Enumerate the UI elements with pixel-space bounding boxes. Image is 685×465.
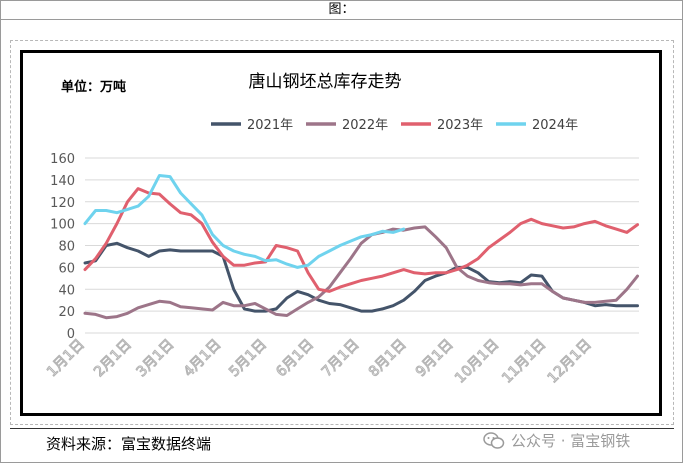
watermark: 公众号 · 富宝钢铁 — [483, 430, 630, 451]
y-tick-label: 80 — [58, 240, 75, 255]
y-tick-label: 60 — [58, 261, 75, 276]
footer-divider — [10, 428, 674, 429]
y-tick-label: 120 — [50, 196, 75, 211]
series-lines — [83, 174, 639, 320]
series-line-2 — [83, 225, 639, 320]
legend-label: 2023年 — [437, 118, 483, 133]
legend-label: 2024年 — [532, 118, 578, 133]
figure-label: 图： — [0, 0, 683, 20]
x-tick-label: 5月1日 — [226, 337, 270, 381]
y-tick-label: 100 — [50, 218, 75, 233]
series-line-3 — [83, 187, 639, 293]
x-tick-label: 3月1日 — [134, 337, 178, 381]
chart-legend: 2021年 2022年 2023年 2024年 — [211, 118, 578, 133]
x-tick-label: 1月1日 — [44, 337, 88, 381]
unit-label: 单位：万吨 — [61, 79, 126, 95]
chart-title: 唐山钢坯总库存走势 — [249, 71, 402, 92]
x-tick-label: 10月1日 — [452, 337, 502, 387]
x-tick-label: 7月1日 — [319, 337, 363, 381]
x-tick-label: 4月1日 — [181, 337, 225, 381]
x-tick-label: 8月1日 — [366, 337, 410, 381]
watermark-text: 公众号 · 富宝钢铁 — [511, 432, 631, 450]
y-tick-label: 140 — [50, 174, 75, 189]
y-tick-label: 160 — [50, 152, 75, 167]
y-tick-label: 40 — [58, 283, 75, 298]
x-tick-label: 12月1日 — [545, 337, 595, 387]
chart-frame: 单位：万吨 唐山钢坯总库存走势 2021年 2022年 2023年 2024年 0 20… — [20, 50, 662, 416]
chart-grid — [85, 157, 639, 334]
y-axis: 0 20 40 60 80 100 120 140 160 — [50, 152, 75, 342]
chart-svg: 单位：万吨 唐山钢坯总库存走势 2021年 2022年 2023年 2024年 0 20… — [44, 71, 639, 387]
series-line-1 — [83, 241, 639, 313]
series-line-4 — [83, 174, 406, 269]
x-tick-label: 2月1日 — [91, 337, 135, 381]
legend-label: 2022年 — [342, 118, 388, 133]
x-tick-label: 11月1日 — [499, 337, 549, 387]
y-tick-label: 20 — [58, 305, 75, 320]
x-tick-label: 9月1日 — [413, 337, 457, 381]
legend-label: 2021年 — [247, 118, 293, 133]
wechat-icon — [483, 431, 505, 449]
y-tick-label: 0 — [67, 327, 75, 342]
source-note: 资料来源：富宝数据终端 — [46, 435, 212, 453]
x-tick-label: 6月1日 — [273, 337, 317, 381]
figure-dashed-border — [10, 40, 674, 425]
